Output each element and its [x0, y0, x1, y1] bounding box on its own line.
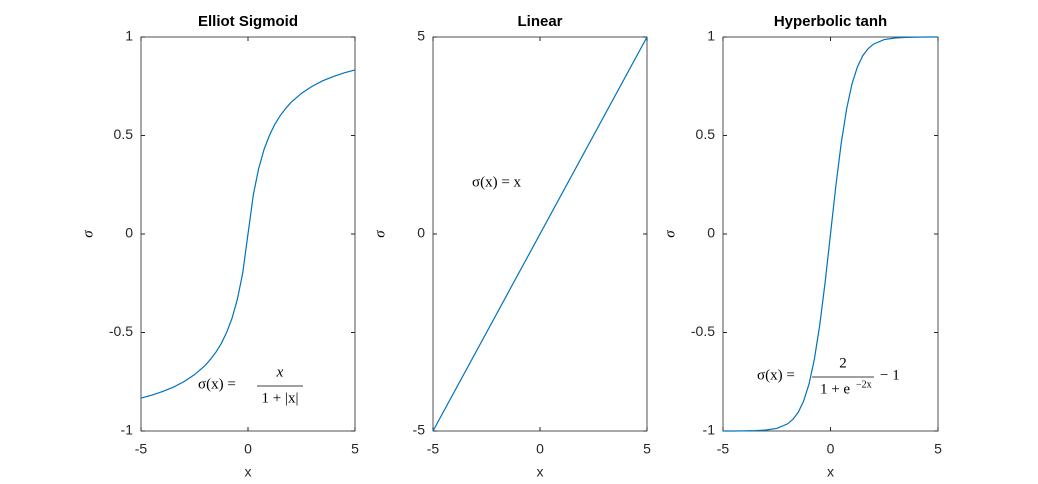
annotation: σ(x) =	[757, 367, 795, 383]
y-tick-label: 1	[125, 28, 133, 44]
x-tick-label: -5	[717, 441, 730, 457]
x-tick-label: 0	[827, 441, 835, 457]
annotation: σ(x) = x	[472, 174, 522, 190]
x-tick-label: -5	[135, 441, 148, 457]
y-axis-label: σ	[372, 230, 388, 238]
annotation-superscript: −2x	[856, 379, 872, 390]
y-tick-label: 1	[707, 28, 715, 44]
y-tick-label: -5	[413, 422, 426, 438]
line	[140, 69, 356, 399]
line	[432, 36, 648, 432]
x-tick-label: 0	[536, 441, 544, 457]
x-axis-label: x	[245, 464, 252, 480]
chart-title: Hyperbolic tanh	[774, 13, 887, 30]
y-tick-label: -1	[703, 422, 716, 438]
x-tick-label: 0	[244, 441, 252, 457]
x-axis-label: x	[537, 464, 544, 480]
annotation: σ(x) =	[198, 376, 236, 392]
y-tick-label: -0.5	[109, 323, 133, 339]
annotation-numerator: 2	[839, 355, 847, 371]
x-tick-label: 5	[643, 441, 651, 457]
annotation-denominator: 1 + |x|	[262, 390, 299, 406]
line	[723, 36, 938, 432]
x-tick-label: -5	[427, 441, 440, 457]
y-tick-label: 5	[417, 28, 425, 44]
chart-title: Elliot Sigmoid	[198, 13, 298, 30]
y-axis-label: σ	[662, 230, 678, 238]
y-tick-label: -1	[121, 422, 134, 438]
y-tick-label: -0.5	[691, 323, 715, 339]
annotation-denominator: 1 + e	[820, 381, 850, 397]
y-tick-label: 0	[707, 225, 715, 241]
y-tick-label: 0	[125, 225, 133, 241]
x-axis-label: x	[827, 464, 834, 480]
x-tick-label: 5	[351, 441, 359, 457]
y-tick-label: 0	[417, 225, 425, 241]
x-tick-label: 5	[934, 441, 942, 457]
annotation-numerator: x	[276, 364, 284, 380]
y-tick-label: 0.5	[114, 126, 134, 142]
annotation: − 1	[880, 367, 900, 383]
y-tick-label: 0.5	[696, 126, 716, 142]
chart-title: Linear	[517, 13, 562, 30]
y-axis-label: σ	[80, 230, 96, 238]
